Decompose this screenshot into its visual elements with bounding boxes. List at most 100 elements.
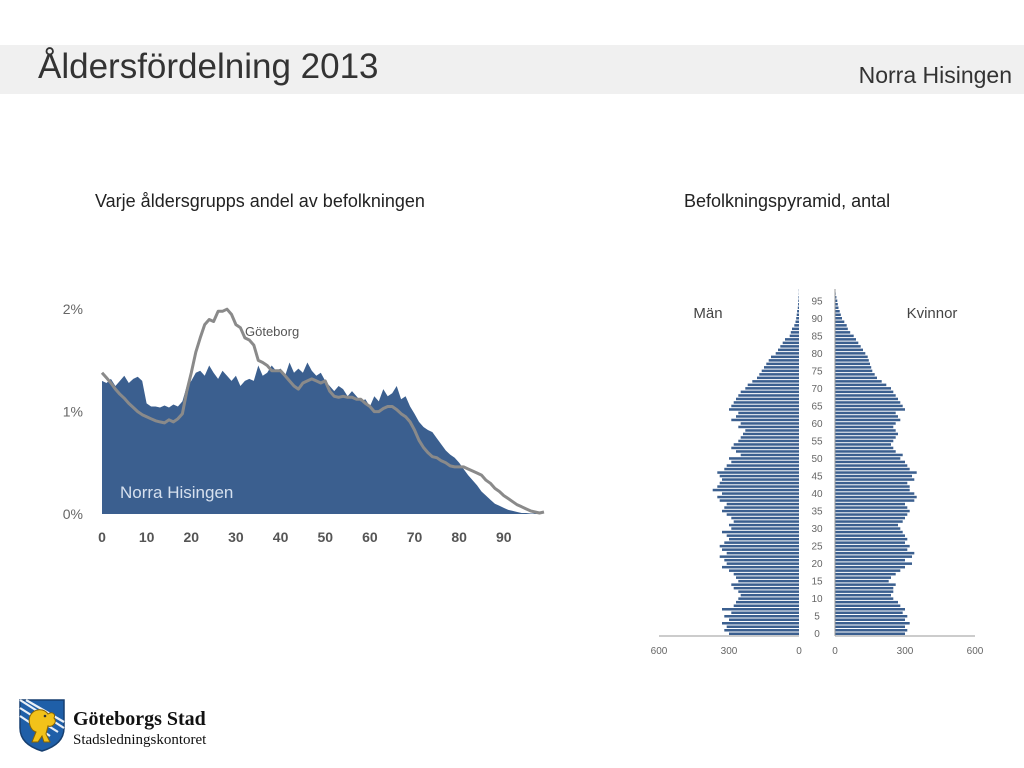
female-bar <box>835 590 894 593</box>
female-bar <box>835 562 912 565</box>
age-tick-label: 15 <box>811 577 823 588</box>
male-bar <box>724 629 799 632</box>
female-bar <box>835 383 887 387</box>
male-bar <box>731 583 799 586</box>
female-bar <box>835 443 891 446</box>
male-bar <box>719 544 799 548</box>
age-tick-label: 70 <box>811 384 823 395</box>
male-bar <box>738 597 799 600</box>
page-title: Åldersfördelning 2013 <box>38 47 379 86</box>
age-tick-label: 95 <box>811 296 823 307</box>
age-tick-label: 30 <box>811 524 823 535</box>
female-bar <box>835 481 908 485</box>
male-bar <box>745 429 799 432</box>
male-bar <box>780 345 799 348</box>
x-tick-label-men: 600 <box>651 646 668 657</box>
age-tick-label: 65 <box>811 401 823 412</box>
female-bar <box>835 625 905 629</box>
female-bar <box>835 576 891 579</box>
female-bar <box>835 425 894 429</box>
male-bar <box>778 348 799 352</box>
female-bar <box>835 530 903 534</box>
x-tick-label-men: 300 <box>721 646 738 657</box>
female-bar <box>835 439 894 443</box>
male-bar <box>726 534 799 537</box>
female-bar <box>835 355 868 359</box>
x-tick-label: 90 <box>496 529 512 545</box>
male-bar <box>722 478 799 481</box>
x-tick-label-women: 600 <box>967 646 984 657</box>
female-bar <box>835 418 901 422</box>
male-bar <box>740 453 799 457</box>
series-label-goteborg: Göteborg <box>245 324 299 339</box>
female-bar <box>835 310 840 313</box>
male-bar <box>724 506 799 509</box>
y-tick-label: 1% <box>63 404 83 420</box>
male-bar <box>759 373 799 376</box>
male-bar <box>722 492 799 495</box>
female-bar <box>835 471 917 474</box>
male-bar <box>736 450 799 453</box>
female-bar <box>835 411 896 415</box>
female-bar <box>835 401 901 404</box>
male-bar <box>740 422 799 425</box>
female-bar <box>835 492 915 495</box>
female-bar <box>835 499 915 502</box>
male-bar <box>729 457 799 460</box>
female-bar <box>835 534 905 537</box>
female-bar <box>835 583 896 586</box>
male-bar <box>726 502 799 506</box>
female-bar <box>835 604 901 608</box>
x-tick-label-women: 300 <box>897 646 914 657</box>
male-bar <box>731 404 799 408</box>
male-bar <box>796 317 799 320</box>
population-pyramid-chart: 0 5 10 15 20 25 30 35 40 45 50 55 60 65 70 75 80 85 90 95 60… <box>651 289 984 657</box>
male-bar <box>740 436 799 439</box>
male-bar <box>785 338 799 341</box>
female-bar <box>835 348 863 352</box>
male-bar <box>745 387 799 390</box>
male-bar <box>724 615 799 618</box>
female-bar <box>835 474 912 478</box>
female-bar <box>835 313 841 317</box>
male-bar <box>782 341 799 345</box>
female-bar <box>835 380 882 383</box>
female-bar <box>835 404 903 408</box>
female-bar <box>835 467 910 471</box>
female-bar <box>835 579 889 583</box>
female-bar <box>835 331 851 334</box>
female-bar <box>835 432 898 436</box>
male-bar <box>729 569 799 572</box>
x-tick-label: 50 <box>317 529 333 545</box>
female-bar <box>835 387 891 390</box>
female-bar <box>835 569 901 572</box>
male-bar <box>733 572 799 576</box>
female-bar <box>835 429 896 432</box>
male-bar <box>798 299 799 303</box>
female-bar <box>835 558 905 562</box>
age-tick-label: 55 <box>811 437 823 448</box>
male-bar <box>790 331 799 334</box>
male-bar <box>726 464 799 467</box>
goteborg-line <box>100 307 545 515</box>
male-bar <box>798 303 799 306</box>
age-tick-label: 45 <box>811 472 823 483</box>
male-bar <box>736 576 799 579</box>
age-tick-label: 85 <box>811 331 823 342</box>
female-bar <box>835 537 908 541</box>
female-bar <box>835 485 910 488</box>
male-bar <box>797 310 799 313</box>
female-bar <box>835 408 905 411</box>
x-tick-label-women: 0 <box>832 646 838 657</box>
male-bar <box>724 541 799 544</box>
female-bar <box>835 513 908 516</box>
female-bar <box>835 457 901 460</box>
female-bar <box>835 495 917 499</box>
female-bar <box>835 338 856 341</box>
male-bar <box>712 488 799 492</box>
age-tick-label: 60 <box>811 419 823 430</box>
male-bar <box>717 485 799 488</box>
series-label-norra-hisingen: Norra Hisingen <box>120 483 233 502</box>
male-bar <box>717 471 799 474</box>
female-bar <box>835 516 905 520</box>
